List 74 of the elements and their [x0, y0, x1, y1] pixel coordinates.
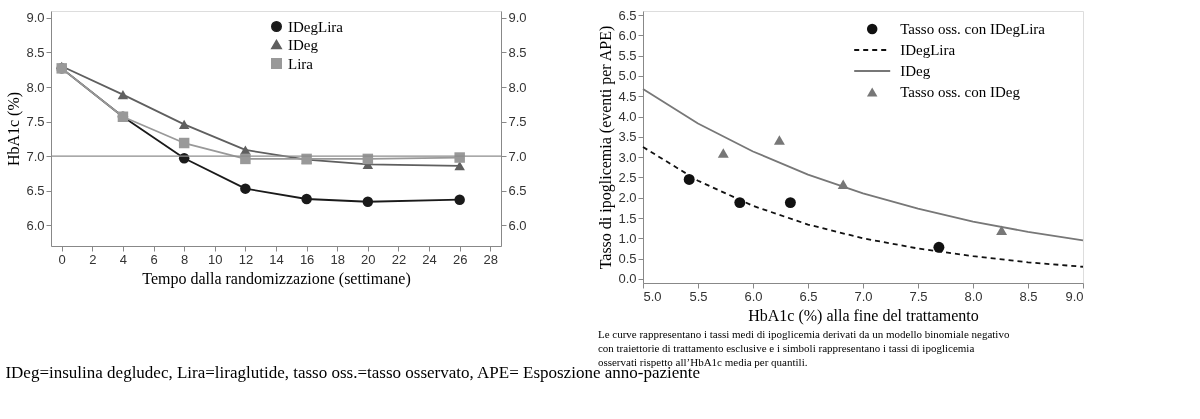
legend-label: Tasso oss. con IDegLira — [900, 21, 1046, 37]
x-tick-label: 8 — [181, 251, 189, 267]
legend-label: Lira — [288, 55, 314, 72]
x-tick-label: 8.0 — [964, 288, 983, 304]
x-tick-label: 14 — [269, 251, 284, 267]
point — [454, 161, 465, 171]
y-tick-label: 6.0 — [618, 27, 637, 43]
y-tick-label: 2.5 — [618, 169, 637, 185]
y-tick-label: 6.5 — [26, 183, 45, 199]
point — [117, 90, 129, 100]
y2-tick-label: 6.0 — [508, 217, 527, 233]
y-tick-label: 3.0 — [618, 149, 637, 165]
line-series — [642, 88, 1084, 242]
y-tick-label: 6.5 — [618, 7, 637, 23]
point — [240, 183, 251, 194]
x-tick-label: 20 — [361, 251, 376, 267]
x-tick-label: 16 — [299, 251, 315, 267]
y2-tick-label: 7.0 — [508, 148, 527, 164]
y-tick-label: 3.5 — [618, 129, 637, 145]
y2-tick-label: 7.5 — [508, 114, 527, 130]
legend-label: IDeg — [288, 36, 319, 53]
y-tick-label: 4.5 — [618, 88, 637, 104]
y-tick-label: 2.0 — [618, 190, 637, 206]
y2-tick-label: 9.0 — [508, 10, 527, 26]
point — [178, 137, 190, 149]
x-tick-label: 6.5 — [799, 288, 818, 304]
x-tick-label: 6 — [150, 251, 158, 267]
point — [301, 193, 312, 205]
x-tick-label: 5.0 — [643, 288, 662, 304]
legend-label: IDeg — [900, 63, 931, 79]
legend-label: Tasso oss. con IDeg — [900, 84, 1021, 100]
legend-label: IDegLira — [288, 18, 344, 35]
y-tick-label: 5.0 — [618, 68, 637, 84]
x-tick-label: 18 — [330, 251, 345, 267]
x-tick-label: 4 — [119, 251, 128, 267]
y-tick-label: 5.5 — [618, 48, 637, 64]
y-tick-label: 7.5 — [26, 114, 45, 130]
text: Le curve rappresentano i tassi medi di ipoglicemia derivati da un modello binomiale negativo con traiettorie di trattamento esclusive e i simboli rappresentano i tassi di ipoglicemia osservati rispetto all’HbA1c media per quantili. — [597, 328, 1010, 368]
x-axis-title: HbA1c (%) alla fine del trattamento — [748, 306, 979, 325]
x-tick-label: 6.0 — [744, 288, 763, 304]
y-tick-label: 9.0 — [26, 10, 45, 26]
x-tick-label: 9.0 — [1065, 288, 1084, 304]
y2-tick-label: 6.5 — [508, 183, 527, 199]
y-tick-label: 1.0 — [618, 230, 637, 246]
y2-tick-label: 8.5 — [508, 44, 527, 60]
point — [454, 194, 465, 205]
x-tick-label: 10 — [208, 251, 223, 267]
y-tick-label: 1.5 — [618, 210, 637, 226]
x-tick-label: 7.5 — [909, 288, 928, 304]
point — [362, 196, 374, 207]
y-axis-title: HbA1c (%) — [5, 91, 24, 167]
line-series — [642, 146, 1084, 268]
y-tick-label: 8.0 — [26, 79, 45, 95]
x-tick-label: 22 — [391, 251, 407, 267]
y-tick-label: 7.0 — [26, 148, 45, 164]
y-tick-label: 8.5 — [26, 44, 45, 60]
y-axis-title: Tasso di ipoglicemia (eventi per APE) — [597, 25, 616, 270]
x-axis-title: Tempo dalla randomizzazione (settimane) — [142, 269, 411, 288]
x-tick-label: 8.5 — [1019, 288, 1038, 304]
legend-label: IDegLira — [900, 42, 956, 58]
y-tick-label: 4.0 — [618, 109, 637, 125]
y2-tick-label: 8.0 — [508, 79, 527, 95]
y-tick-label: 0.0 — [618, 271, 637, 287]
x-tick-label: 26 — [452, 251, 468, 267]
x-tick-label: 0 — [58, 251, 66, 267]
x-tick-label: 7.0 — [854, 288, 873, 304]
y-tick-label: 6.0 — [26, 217, 45, 233]
x-tick-label: 12 — [238, 251, 254, 267]
point — [178, 119, 190, 129]
x-tick-label: 24 — [422, 251, 437, 267]
x-tick-label: 5.5 — [689, 288, 708, 304]
x-tick-label: 28 — [483, 251, 499, 267]
x-tick-label: 2 — [89, 251, 97, 267]
y-tick-label: 0.5 — [618, 251, 637, 267]
